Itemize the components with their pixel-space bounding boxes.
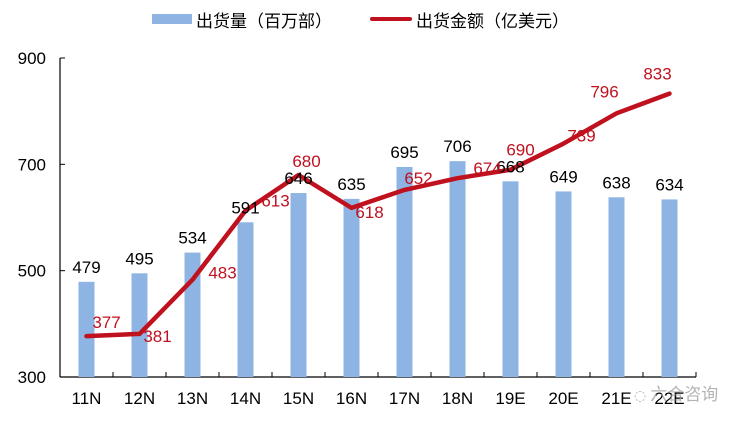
bar-value-label: 668 [496, 157, 524, 176]
bar-value-label: 591 [231, 198, 259, 217]
line-value-label: 674 [473, 159, 501, 178]
y-axis: 300 500 700 900 [18, 49, 65, 387]
x-tick-label: 18N [442, 389, 473, 408]
line-value-label: 833 [643, 65, 671, 84]
legend-line-swatch-icon [370, 17, 412, 21]
legend-label-revenue: 出货金额（亿美元） [416, 11, 569, 32]
x-tick-label: 13N [177, 389, 208, 408]
x-tick-label: 15N [283, 389, 314, 408]
line-value-label: 483 [208, 264, 236, 283]
bar [449, 161, 466, 377]
line-value-label: 613 [261, 192, 289, 211]
y-tick-label: 300 [18, 368, 46, 387]
bar [237, 222, 254, 377]
legend-item-revenue: 出货金额（亿美元） [370, 6, 569, 32]
bar [78, 281, 95, 377]
x-tick-label: 12N [124, 389, 155, 408]
x-tick-label: 14N [230, 389, 261, 408]
line-value-label: 690 [506, 141, 534, 160]
line-series [84, 91, 672, 339]
data-labels: 479 495 534 591 646 635 695 706 668 649 638 634 377 3… [72, 65, 683, 346]
line-value-label: 680 [292, 152, 320, 171]
bar [131, 273, 148, 377]
legend-item-shipments: 出货量（百万部） [152, 6, 332, 32]
bar-value-label: 706 [443, 137, 471, 156]
line-value-label: 652 [404, 169, 432, 188]
x-tick-label: 16N [336, 389, 367, 408]
line-value-label: 618 [355, 203, 383, 222]
x-tick-label: 20E [548, 389, 578, 408]
bar-value-label: 634 [655, 175, 683, 194]
x-tick-label: 17N [389, 389, 420, 408]
bar-value-label: 638 [602, 173, 630, 192]
bar-series [78, 161, 678, 377]
x-tick-label: 21E [601, 389, 631, 408]
line-value-label: 381 [143, 327, 171, 346]
x-axis: 11N 12N 13N 14N 15N 16N 17N 18N 19E 20E 21E 22E [60, 372, 697, 408]
line-value-label: 739 [567, 127, 595, 146]
x-tick-label: 11N [72, 389, 102, 408]
y-tick-label: 500 [18, 262, 46, 281]
x-tick-label: 22E [654, 389, 684, 408]
y-tick-label: 700 [18, 155, 46, 174]
legend: 出货量（百万部） 出货金额（亿美元） [0, 6, 741, 32]
bar-value-label: 646 [284, 169, 312, 188]
watermark-text: 六合咨询 [650, 385, 719, 405]
bar [555, 191, 572, 377]
y-tick-label: 900 [18, 49, 46, 68]
legend-bar-swatch-icon [152, 14, 192, 24]
bar-value-label: 534 [178, 229, 206, 248]
bar-value-label: 635 [337, 175, 365, 194]
bar [343, 198, 360, 377]
bar [396, 166, 413, 377]
bar [502, 181, 519, 377]
wechat-icon: ◌ [634, 388, 647, 404]
bar [608, 197, 625, 377]
watermark: ◌ 六合咨询 [634, 380, 718, 405]
bar-value-label: 695 [390, 143, 418, 162]
legend-label-shipments: 出货量（百万部） [196, 11, 332, 32]
bar [290, 193, 307, 377]
bar-value-label: 479 [72, 258, 100, 277]
line-value-label: 377 [92, 313, 120, 332]
revenue-line [84, 91, 672, 339]
bar [661, 199, 678, 377]
x-tick-label: 19E [495, 389, 525, 408]
line-value-label: 796 [590, 82, 618, 101]
bar-value-label: 495 [125, 249, 153, 268]
bar-value-label: 649 [549, 167, 577, 186]
